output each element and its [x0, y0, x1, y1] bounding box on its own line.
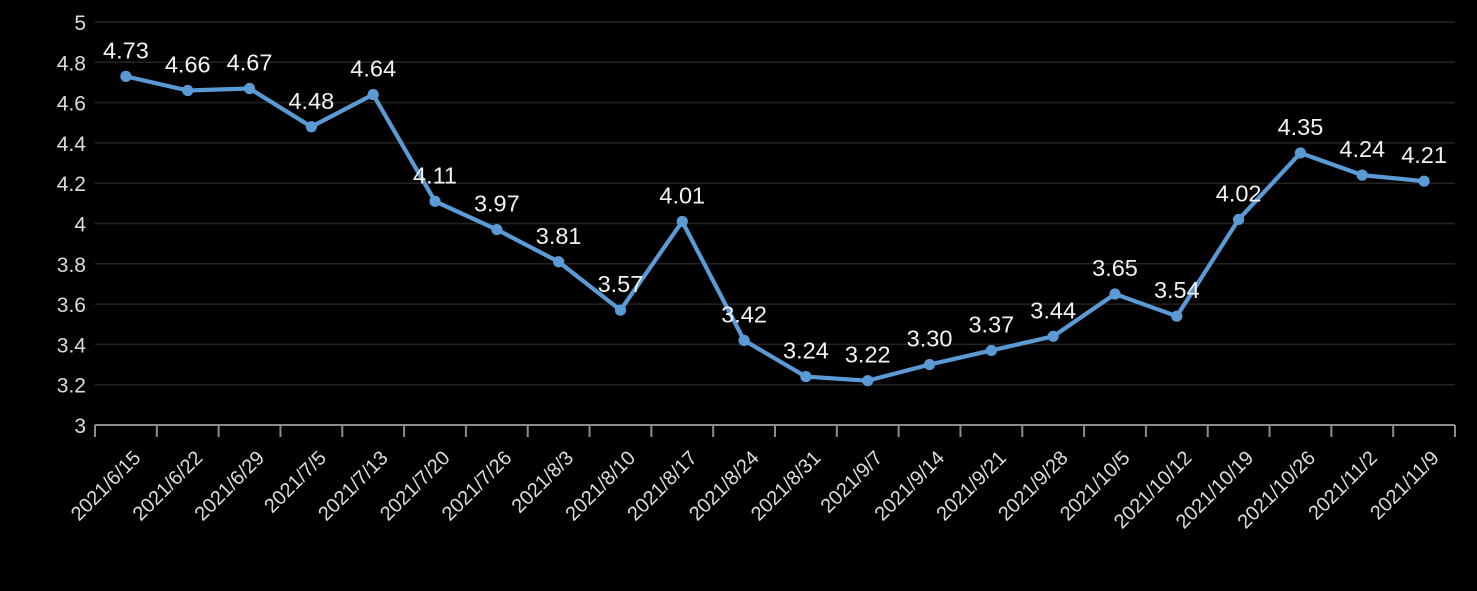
data-point-marker [182, 84, 194, 97]
data-point-marker [1047, 330, 1059, 342]
data-label: 3.30 [907, 326, 953, 352]
data-label: 4.11 [413, 162, 457, 188]
y-axis-tick-label: 4.4 [57, 133, 87, 156]
y-axis-tick-label: 4.6 [57, 93, 86, 116]
data-point-marker [923, 358, 936, 371]
data-label: 4.21 [1401, 142, 1447, 168]
data-label: 4.02 [1216, 180, 1262, 206]
data-label: 4.73 [103, 37, 149, 63]
data-point-marker [429, 195, 441, 207]
y-axis-tick-label: 3.4 [57, 334, 87, 357]
data-point-marker [800, 371, 812, 383]
y-axis-tick-label: 5 [74, 12, 86, 35]
data-label: 4.64 [350, 56, 396, 82]
data-point-marker [120, 70, 132, 83]
data-label: 3.42 [721, 301, 767, 327]
data-label: 4.66 [165, 52, 211, 78]
data-label: 3.24 [783, 338, 829, 364]
data-point-marker [1171, 310, 1183, 322]
y-axis-tick-label: 3.6 [57, 294, 86, 317]
data-point-marker [1233, 213, 1245, 226]
data-point-marker [491, 223, 503, 236]
data-point-marker [1294, 147, 1307, 159]
data-label: 3.97 [474, 191, 520, 217]
data-point-marker [367, 88, 379, 101]
data-point-marker [985, 344, 997, 357]
y-axis-tick-label: 3.2 [57, 375, 86, 398]
data-label: 3.22 [845, 342, 891, 368]
data-point-marker [305, 121, 317, 133]
y-axis-tick-label: 3.8 [57, 254, 86, 277]
series-line [123, 74, 1427, 383]
data-point-marker [862, 375, 874, 387]
data-label: 3.54 [1154, 277, 1200, 303]
data-label: 4.01 [659, 182, 705, 208]
data-point-marker [1356, 169, 1368, 181]
data-label: 4.24 [1339, 136, 1385, 162]
data-point-marker [243, 82, 256, 95]
data-label: 4.67 [227, 49, 273, 75]
data-label: 3.57 [598, 271, 644, 297]
y-axis-tick-label: 4 [74, 214, 86, 237]
data-label: 4.48 [288, 88, 334, 114]
data-label: 3.65 [1092, 255, 1138, 281]
data-point-marker [553, 256, 565, 268]
data-label: 3.44 [1030, 297, 1076, 323]
y-axis-tick-label: 3 [74, 415, 86, 438]
y-axis-tick-label: 4.2 [57, 173, 86, 196]
data-point-marker [1109, 288, 1121, 300]
data-point-marker [614, 304, 627, 316]
data-label: 3.81 [536, 223, 582, 249]
data-label: 4.35 [1278, 114, 1324, 140]
data-point-marker [676, 215, 688, 228]
y-axis-tick-label: 4.8 [57, 52, 86, 75]
data-label: 3.37 [968, 311, 1014, 337]
data-point-marker [738, 334, 750, 346]
data-point-marker [1418, 175, 1430, 187]
